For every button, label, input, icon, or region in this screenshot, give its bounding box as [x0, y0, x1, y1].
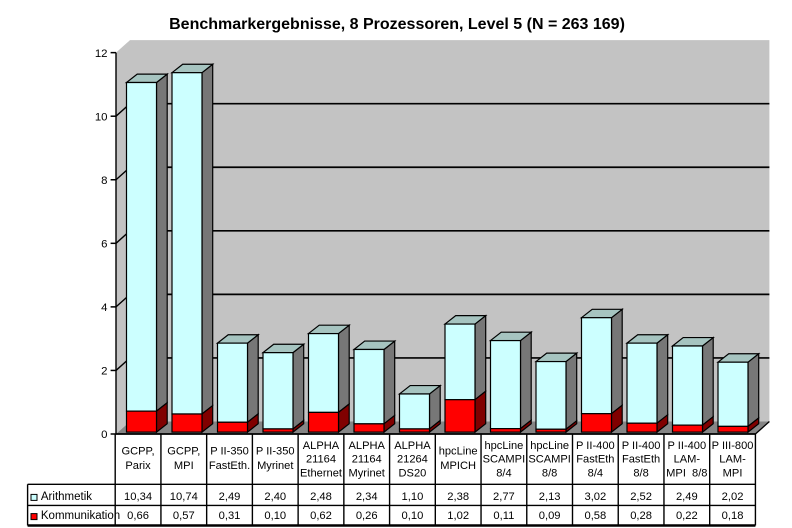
svg-text:2,77: 2,77 — [493, 491, 515, 503]
svg-text:P II-400: P II-400 — [622, 440, 661, 452]
svg-text:2,38: 2,38 — [447, 491, 469, 503]
svg-text:0,10: 0,10 — [264, 510, 286, 522]
svg-text:MPI 8/8: MPI 8/8 — [666, 467, 707, 479]
svg-text:21164: 21164 — [352, 454, 382, 466]
svg-text:FastEth.: FastEth. — [209, 460, 250, 472]
svg-text:0: 0 — [101, 429, 107, 441]
svg-text:P II-400: P II-400 — [668, 440, 707, 452]
svg-text:Ethernet: Ethernet — [300, 467, 342, 479]
svg-text:12: 12 — [95, 48, 108, 60]
svg-text:10,34: 10,34 — [124, 491, 152, 503]
svg-text:ALPHA: ALPHA — [303, 440, 340, 452]
svg-text:P III-800: P III-800 — [712, 440, 754, 452]
svg-text:SCAMPI: SCAMPI — [528, 454, 571, 466]
svg-text:2,49: 2,49 — [676, 491, 698, 503]
svg-text:2,48: 2,48 — [310, 491, 332, 503]
svg-text:0,18: 0,18 — [722, 510, 744, 522]
svg-text:0,09: 0,09 — [539, 510, 561, 522]
svg-text:6: 6 — [101, 239, 107, 251]
svg-text:21264: 21264 — [397, 454, 428, 466]
svg-text:2,49: 2,49 — [219, 491, 241, 503]
svg-text:hpcLine: hpcLine — [484, 440, 523, 452]
svg-text:hpcLine: hpcLine — [439, 446, 478, 458]
svg-text:2,34: 2,34 — [356, 491, 378, 503]
svg-text:Myrinet: Myrinet — [257, 460, 293, 472]
svg-text:ALPHA: ALPHA — [349, 440, 386, 452]
svg-text:LAM-: LAM- — [674, 454, 701, 466]
svg-text:3,02: 3,02 — [584, 491, 606, 503]
svg-text:Myrinet: Myrinet — [349, 467, 385, 479]
svg-text:0,26: 0,26 — [356, 510, 378, 522]
svg-text:P II-350: P II-350 — [210, 446, 249, 458]
svg-text:P II-350: P II-350 — [256, 446, 295, 458]
svg-text:8/4: 8/4 — [496, 467, 511, 479]
svg-text:Benchmarkergebnisse, 8 Prozess: Benchmarkergebnisse, 8 Prozessoren, Leve… — [169, 16, 625, 33]
svg-text:1,02: 1,02 — [447, 510, 469, 522]
svg-text:8/4: 8/4 — [588, 467, 603, 479]
svg-text:0,28: 0,28 — [630, 510, 652, 522]
svg-text:10,74: 10,74 — [170, 491, 198, 503]
svg-text:0,66: 0,66 — [127, 510, 149, 522]
svg-text:0,62: 0,62 — [310, 510, 332, 522]
svg-text:Arithmetik: Arithmetik — [41, 491, 92, 503]
svg-text:FastEth: FastEth — [576, 454, 614, 466]
svg-text:ALPHA: ALPHA — [394, 440, 431, 452]
svg-text:0,57: 0,57 — [173, 510, 195, 522]
svg-text:4: 4 — [101, 302, 107, 314]
svg-text:2,02: 2,02 — [722, 491, 744, 503]
svg-text:21164: 21164 — [306, 454, 336, 466]
svg-text:P II-400: P II-400 — [576, 440, 615, 452]
svg-text:0,22: 0,22 — [676, 510, 698, 522]
svg-text:0,10: 0,10 — [402, 510, 424, 522]
svg-text:Kommunikation: Kommunikation — [41, 510, 120, 522]
svg-text:GCPP,: GCPP, — [122, 446, 155, 458]
svg-text:DS20: DS20 — [399, 467, 427, 479]
svg-text:MPI: MPI — [174, 460, 194, 472]
svg-text:0,11: 0,11 — [493, 510, 514, 522]
svg-text:0,31: 0,31 — [219, 510, 241, 522]
svg-text:1,10: 1,10 — [402, 491, 424, 503]
svg-text:8/8: 8/8 — [633, 467, 648, 479]
svg-text:hpcLine: hpcLine — [530, 440, 569, 452]
svg-text:2,40: 2,40 — [264, 491, 286, 503]
svg-text:2,13: 2,13 — [539, 491, 561, 503]
svg-text:8: 8 — [101, 175, 107, 187]
svg-text:8/8: 8/8 — [542, 467, 557, 479]
svg-text:SCAMPI: SCAMPI — [483, 454, 526, 466]
svg-text:GCPP,: GCPP, — [167, 446, 200, 458]
svg-text:Parix: Parix — [125, 460, 151, 472]
svg-text:MPI: MPI — [723, 467, 743, 479]
svg-text:2: 2 — [101, 366, 107, 378]
svg-text:0,58: 0,58 — [584, 510, 606, 522]
svg-text:LAM-: LAM- — [719, 454, 746, 466]
svg-text:FastEth: FastEth — [622, 454, 660, 466]
svg-text:MPICH: MPICH — [440, 460, 476, 472]
svg-text:10: 10 — [95, 111, 108, 123]
svg-text:2,52: 2,52 — [630, 491, 652, 503]
